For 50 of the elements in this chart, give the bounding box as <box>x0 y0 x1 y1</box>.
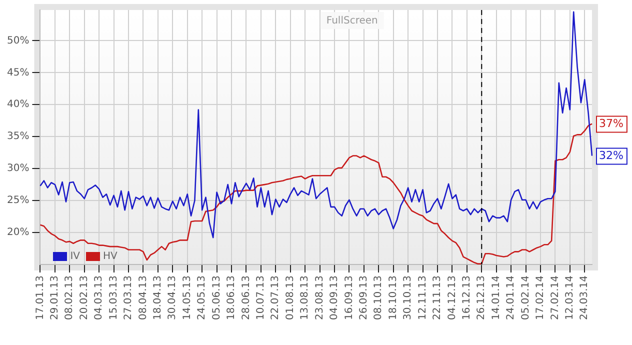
x-tick-label: 28.06.13 <box>240 275 252 320</box>
y-tick-label: 45% <box>6 67 30 78</box>
x-tick-label: 18.06.13 <box>226 275 238 320</box>
y-tick-label: 30% <box>6 163 30 174</box>
x-tick-label: 18.10.13 <box>388 275 399 320</box>
x-tick-label: 24.05.13 <box>196 275 208 320</box>
x-tick-label: 23.08.13 <box>314 275 326 320</box>
x-tick-label: 30.10.13 <box>402 275 414 320</box>
y-tick-label: 25% <box>6 195 30 206</box>
x-tick-label: 24.03.14 <box>579 275 590 320</box>
x-tick-label: 20.02.13 <box>78 275 90 320</box>
x-tick-label: 08.02.13 <box>64 275 76 320</box>
x-tick-label: 12.03.14 <box>564 275 576 320</box>
x-tick-label: 24.01.14 <box>506 275 517 320</box>
y-tick-label: 35% <box>6 131 30 142</box>
y-tick-label: 40% <box>6 99 30 110</box>
annotation: FullScreen <box>326 16 378 27</box>
x-tick-label: 16.12.13 <box>462 275 473 320</box>
x-tick-label: 18.04.13 <box>152 275 164 320</box>
x-tick-label: 14.01.14 <box>490 275 502 320</box>
legend-label: IV <box>69 251 80 262</box>
x-tick-label: 26.09.13 <box>358 275 370 320</box>
x-tick-label: 22.11.13 <box>432 275 444 320</box>
x-tick-label: 27.03.13 <box>123 275 134 320</box>
data-label: 37% <box>599 117 624 130</box>
x-tick-label: 17.01.13 <box>34 275 46 320</box>
x-tick-label: 14.05.13 <box>182 275 193 320</box>
x-tick-label: 04.03.13 <box>94 275 105 320</box>
x-tick-label: 12.11.13 <box>417 275 428 320</box>
legend-label: HV <box>102 251 118 262</box>
x-tick-label: 05.06.13 <box>211 275 222 320</box>
x-tick-label: 10.07.13 <box>256 275 267 320</box>
x-tick-label: 15.03.13 <box>108 275 120 320</box>
x-tick-label: 01.08.13 <box>284 275 296 320</box>
x-tick-label: 30.04.13 <box>167 275 178 320</box>
x-tick-label: 22.07.13 <box>270 275 282 320</box>
x-tick-label: 29.01.13 <box>50 275 61 320</box>
x-tick-label: 13.08.13 <box>300 275 311 320</box>
x-tick-label: 26.12.13 <box>476 275 488 320</box>
x-tick-label: 16.09.13 <box>344 275 355 320</box>
x-tick-label: 08.04.13 <box>138 275 149 320</box>
data-label: 32% <box>599 149 624 162</box>
x-tick-label: 27.02.14 <box>550 275 561 320</box>
x-tick-label: 05.02.14 <box>520 275 532 320</box>
y-tick-label: 20% <box>6 227 30 238</box>
x-tick-label: 04.09.13 <box>329 275 340 320</box>
x-tick-label: 08.10.13 <box>373 275 384 320</box>
x-tick-label: 17.02.14 <box>535 275 546 320</box>
y-tick-label: 50% <box>6 35 30 46</box>
x-tick-label: 04.12.13 <box>446 275 458 320</box>
